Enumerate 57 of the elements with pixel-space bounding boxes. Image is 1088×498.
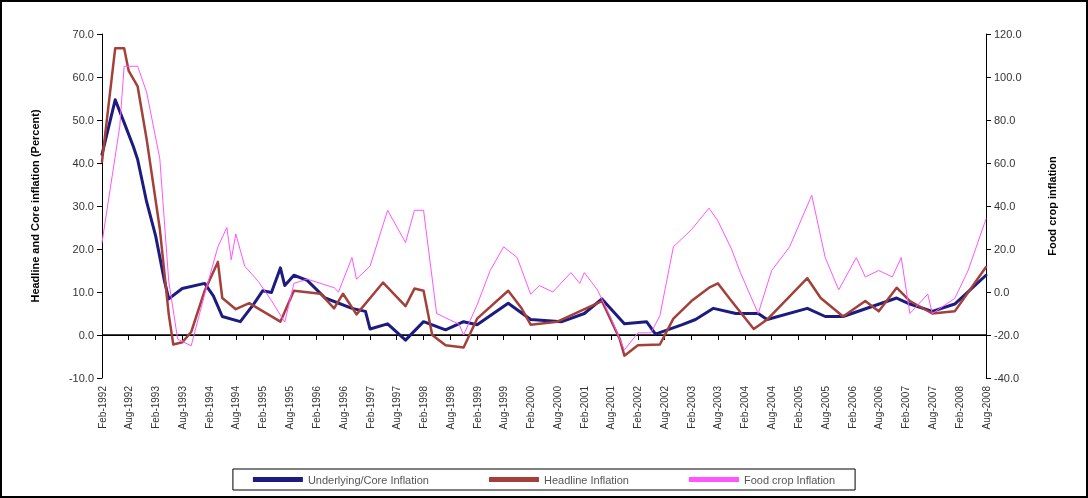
y2-tick-label: 0.0 [994,286,1010,298]
x-tick-label: Aug-2008 [980,385,992,430]
y-tick-label: 0.0 [78,329,94,341]
x-tick-label: Aug-1995 [283,385,295,430]
x-tick-label: Aug-2007 [926,385,938,430]
y-tick-label: 20.0 [72,243,94,255]
x-tick-label: Feb-2001 [578,385,590,429]
y2-tick-label: 20.0 [994,243,1016,255]
legend-label: Underlying/Core Inflation [307,473,429,486]
x-tick-label: Aug-1992 [123,385,135,430]
x-tick-label: Aug-2005 [819,385,831,430]
x-tick-label: Aug-1993 [176,385,188,430]
y-tick-label: 10.0 [72,286,94,298]
y2-tick-label: 40.0 [994,200,1016,212]
y2-tick-label: 120.0 [994,28,1022,40]
x-tick-label: Feb-2005 [793,385,805,429]
x-tick-label: Aug-1994 [230,385,242,430]
y2-tick-label: 100.0 [994,71,1022,83]
x-tick-label: Feb-1995 [257,385,269,429]
x-tick-label: Feb-1992 [96,385,108,429]
y-tick-label: 70.0 [72,28,94,40]
x-tick-label: Aug-2003 [712,385,724,430]
y2-tick-label: -20.0 [994,329,1020,341]
legend-label: Food crop Inflation [743,473,836,486]
y-tick-label: 50.0 [72,114,94,126]
x-tick-label: Aug-2004 [766,385,778,430]
x-tick-label: Aug-2001 [605,385,617,430]
x-tick-label: Feb-1994 [203,385,215,429]
y2-axis-title: Food crop inflation [1045,155,1058,256]
x-tick-label: Feb-1993 [150,385,162,429]
x-tick-label: Aug-2006 [873,385,885,430]
x-tick-label: Feb-2003 [685,385,697,429]
y-tick-label: -10.0 [68,372,94,384]
x-tick-label: Aug-2002 [658,385,670,430]
x-tick-label: Feb-1998 [418,385,430,429]
x-tick-label: Feb-2006 [846,385,858,429]
x-tick-label: Feb-2000 [525,385,537,429]
y-tick-label: 40.0 [72,157,94,169]
x-tick-label: Aug-2000 [551,385,563,430]
x-tick-label: Feb-1999 [471,385,483,429]
x-tick-label: Feb-1997 [364,385,376,429]
x-tick-label: Feb-2008 [953,385,965,429]
y2-tick-label: -40.0 [994,372,1020,384]
x-tick-label: Feb-2002 [632,385,644,429]
legend-label: Headline Inflation [543,473,629,486]
x-tick-label: Feb-1996 [310,385,322,429]
x-tick-label: Feb-2007 [900,385,912,429]
y2-tick-label: 60.0 [994,157,1016,169]
x-tick-label: Aug-1996 [337,385,349,430]
y-tick-label: 30.0 [72,200,94,212]
x-tick-label: Aug-1998 [444,385,456,430]
y2-tick-label: 80.0 [994,114,1016,126]
x-tick-label: Aug-1997 [391,385,403,430]
y-tick-label: 60.0 [72,71,94,83]
x-tick-label: Feb-2004 [739,385,751,429]
y-axis-title: Headline and Core inflation (Percent) [28,109,41,303]
x-tick-label: Aug-1999 [498,385,510,430]
